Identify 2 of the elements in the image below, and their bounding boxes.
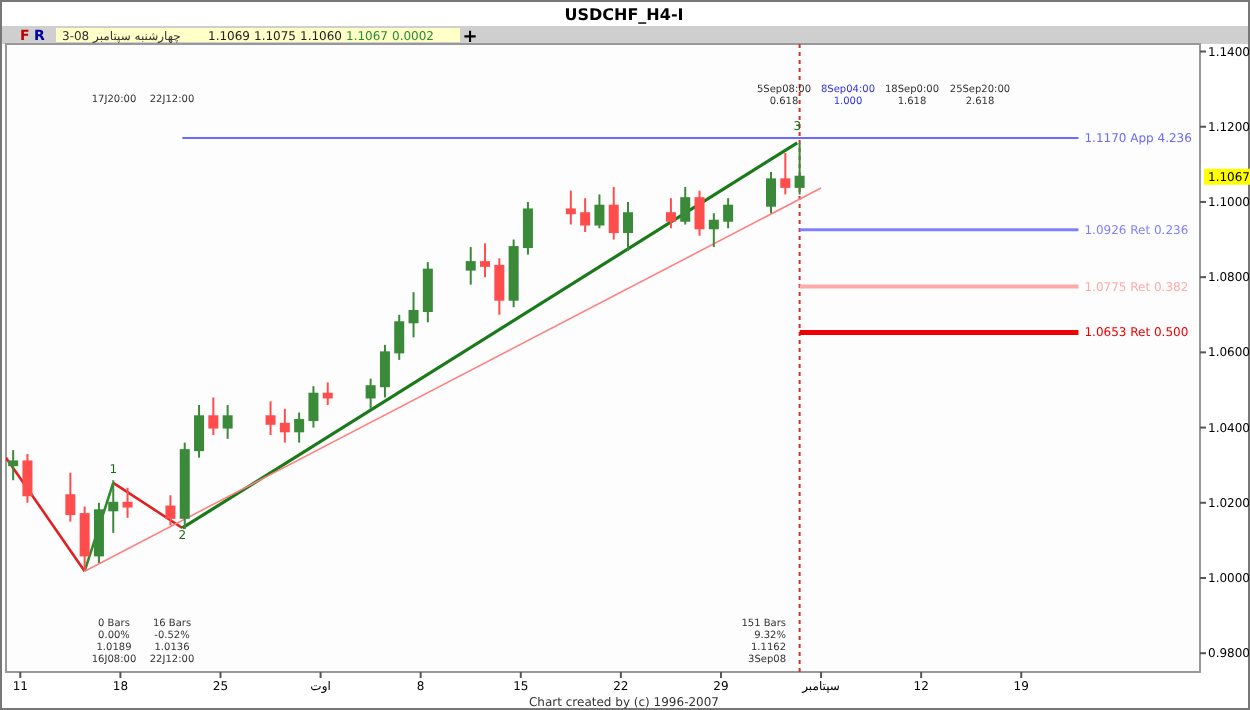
chart-title: USDCHF_H4-I <box>564 6 684 24</box>
annotation: + <box>462 28 478 48</box>
